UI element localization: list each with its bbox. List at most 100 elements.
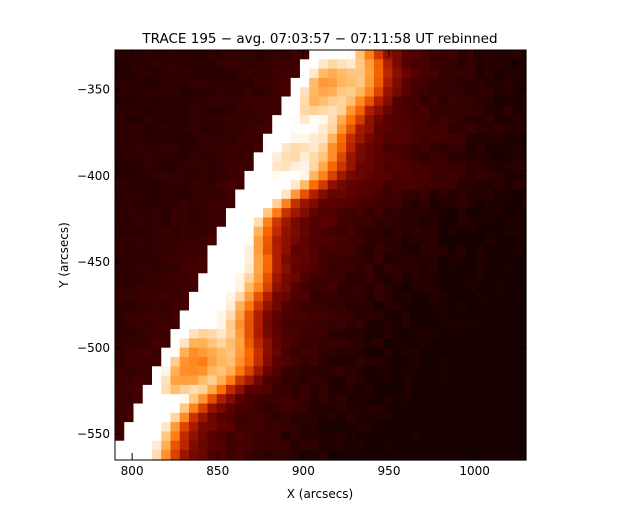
heatmap-cell — [188, 301, 199, 312]
heatmap-cell — [475, 143, 486, 153]
heatmap-cell — [457, 236, 468, 246]
heatmap-cell — [142, 245, 153, 256]
heatmap-cell — [170, 301, 181, 312]
heatmap-cell — [170, 170, 181, 181]
heatmap-cell — [503, 217, 514, 228]
heatmap-cell — [161, 450, 172, 460]
heatmap-cell — [142, 161, 153, 172]
heatmap-cell — [170, 77, 181, 88]
heatmap-cell — [309, 291, 320, 302]
heatmap-cell — [198, 68, 209, 79]
heatmap-cell — [420, 310, 431, 321]
heatmap-cell — [429, 347, 440, 358]
heatmap-cell — [364, 189, 375, 200]
heatmap-cell — [447, 254, 458, 265]
heatmap-cell — [438, 273, 449, 284]
heatmap-cell — [262, 170, 273, 181]
heatmap-cell — [281, 254, 292, 265]
heatmap-cell — [336, 431, 347, 442]
heatmap-cell — [262, 180, 273, 191]
heatmap-cell — [410, 310, 421, 321]
heatmap-cell — [373, 347, 384, 358]
heatmap-cell — [438, 263, 449, 274]
heatmap-cell — [170, 375, 181, 386]
heatmap-cell — [512, 226, 523, 237]
heatmap-cell — [124, 319, 135, 330]
heatmap-cell — [170, 384, 181, 395]
heatmap-cell — [484, 310, 495, 321]
heatmap-cell — [420, 96, 431, 107]
heatmap-cell — [466, 329, 477, 339]
heatmap-cell — [188, 217, 199, 228]
heatmap-cell — [401, 87, 412, 98]
heatmap-cell — [336, 412, 347, 423]
heatmap-cell — [503, 236, 514, 246]
heatmap-cell — [457, 422, 468, 432]
heatmap-cell — [494, 189, 504, 200]
heatmap-cell — [355, 338, 366, 349]
heatmap-cell — [401, 217, 412, 228]
heatmap-cell — [179, 440, 190, 451]
heatmap-cell — [438, 217, 449, 228]
heatmap-cell — [161, 319, 172, 330]
heatmap-cell — [355, 105, 366, 116]
heatmap-cell — [299, 245, 310, 256]
heatmap-cell — [392, 133, 403, 144]
heatmap-cell — [392, 310, 403, 321]
heatmap-cell — [309, 50, 320, 60]
heatmap-cell — [373, 394, 384, 405]
heatmap-cell — [521, 366, 527, 377]
heatmap-cell — [447, 170, 458, 181]
heatmap-cell — [447, 394, 458, 405]
heatmap-cell — [225, 282, 236, 293]
heatmap-cell — [290, 310, 301, 321]
heatmap-cell — [225, 356, 236, 367]
heatmap-cell — [161, 226, 172, 237]
heatmap-cell — [410, 329, 421, 339]
heatmap-cell — [262, 366, 273, 377]
heatmap-cell — [170, 403, 181, 414]
heatmap-cell — [133, 440, 144, 451]
heatmap-cell — [512, 403, 523, 414]
heatmap-cell — [309, 450, 320, 460]
heatmap-cell — [438, 180, 449, 191]
heatmap-cell — [429, 236, 440, 246]
heatmap-cell — [272, 208, 283, 219]
heatmap-cell — [327, 124, 338, 135]
heatmap-cell — [179, 263, 190, 274]
heatmap-cell — [346, 431, 357, 442]
heatmap-cell — [133, 273, 144, 284]
heatmap-cell — [198, 301, 209, 312]
heatmap-cell — [457, 170, 468, 181]
heatmap-cell — [466, 301, 477, 312]
heatmap-cell — [438, 403, 449, 414]
heatmap-cell — [457, 347, 468, 358]
heatmap-cell — [475, 412, 486, 423]
heatmap-cell — [235, 189, 246, 200]
heatmap-cell — [133, 263, 144, 274]
heatmap-cell — [142, 236, 153, 246]
heatmap-cell — [494, 301, 504, 312]
heatmap-cell — [503, 310, 514, 321]
x-tick-label: 850 — [206, 464, 229, 478]
heatmap-cell — [124, 236, 135, 246]
heatmap-cell — [392, 124, 403, 135]
heatmap-cell — [392, 245, 403, 256]
heatmap-cell — [336, 180, 347, 191]
heatmap-cell — [188, 338, 199, 349]
heatmap-cell — [170, 115, 181, 126]
heatmap-cell — [401, 180, 412, 191]
heatmap-cell — [466, 431, 477, 442]
heatmap-cell — [216, 50, 227, 60]
heatmap-cell — [383, 440, 394, 451]
heatmap-cell — [179, 375, 190, 386]
heatmap-cell — [299, 87, 310, 98]
heatmap-cell — [438, 124, 449, 135]
heatmap-cell — [290, 245, 301, 256]
heatmap-cell — [346, 291, 357, 302]
heatmap-cell — [429, 208, 440, 219]
heatmap-cell — [216, 291, 227, 302]
heatmap-cell — [253, 124, 264, 135]
heatmap-cell — [521, 375, 527, 386]
heatmap-cell — [475, 208, 486, 219]
